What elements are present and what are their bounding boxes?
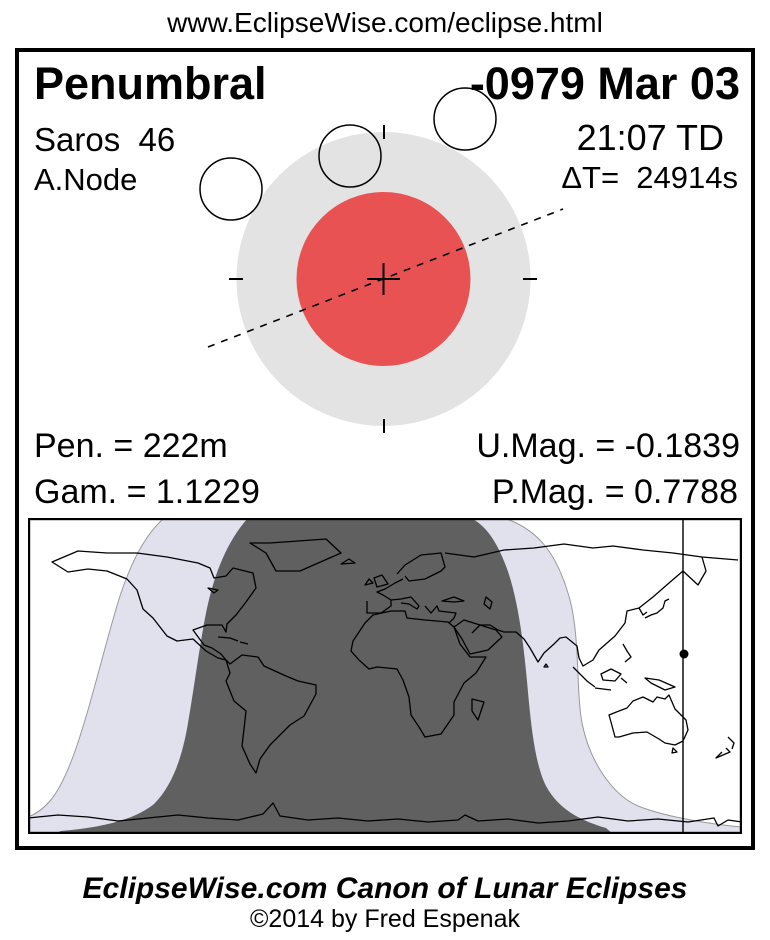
canon-title: EclipseWise.com Canon of Lunar Eclipses bbox=[82, 872, 688, 905]
coast-black-sea bbox=[441, 596, 465, 603]
greatest-eclipse-time: 21:07 TD bbox=[576, 117, 724, 158]
node-label: A.Node bbox=[34, 162, 138, 197]
saros-number: Saros 46 bbox=[34, 121, 176, 158]
coast-antarctica bbox=[28, 802, 742, 827]
coast-sumatra-java bbox=[572, 666, 612, 691]
coast-tasmania bbox=[671, 747, 678, 754]
coast-korea bbox=[638, 607, 648, 616]
coast-japan bbox=[644, 598, 670, 619]
coast-asia-east bbox=[471, 556, 707, 667]
coast-italy bbox=[390, 596, 420, 610]
coast-iceland bbox=[340, 558, 356, 565]
copyright-line: ©2014 by Fred Espenak bbox=[250, 905, 520, 933]
coast-cuba bbox=[217, 636, 249, 645]
coastlines bbox=[28, 538, 742, 827]
full-visibility-zone bbox=[53, 518, 613, 834]
coast-borneo bbox=[600, 668, 622, 682]
coast-caspian-sea bbox=[483, 596, 493, 610]
coast-south-america bbox=[225, 654, 317, 774]
coast-sulawesi bbox=[620, 677, 628, 684]
coast-new-guinea bbox=[644, 677, 676, 691]
coast-sri-lanka bbox=[543, 663, 549, 668]
source-url: www.EclipseWise.com/eclipse.html bbox=[167, 7, 603, 38]
coast-australia bbox=[608, 694, 689, 746]
coast-africa bbox=[350, 610, 487, 738]
coast-iberia-france bbox=[366, 578, 404, 614]
coast-greenland bbox=[249, 538, 342, 572]
moon-zenith-point bbox=[679, 649, 689, 659]
eclipse-type-label: Penumbral bbox=[34, 58, 267, 109]
eclipse-date: -0979 Mar 03 bbox=[469, 58, 740, 109]
penumbral-magnitude: P.Mag. = 0.7788 bbox=[491, 473, 738, 511]
coast-madagascar bbox=[471, 698, 485, 721]
gamma-value: Gam. = 1.1229 bbox=[34, 473, 260, 511]
coast-new-zealand bbox=[715, 736, 735, 759]
umbral-magnitude: U.Mag. = -0.1839 bbox=[476, 427, 740, 465]
coast-north-america bbox=[51, 550, 257, 661]
coast-lakes bbox=[207, 587, 219, 594]
coast-ireland bbox=[364, 578, 374, 586]
coast-philippines bbox=[622, 643, 632, 663]
coast-scandinavia bbox=[396, 552, 446, 582]
coast-uk bbox=[373, 574, 389, 588]
visibility-map bbox=[28, 518, 742, 834]
coast-greece-turkey bbox=[424, 605, 457, 624]
delta-t-value: ΔT= 24914s bbox=[561, 160, 738, 195]
coast-arabia bbox=[453, 619, 503, 655]
penumbral-duration: Pen. = 222m bbox=[34, 427, 228, 465]
map-border bbox=[28, 518, 742, 834]
